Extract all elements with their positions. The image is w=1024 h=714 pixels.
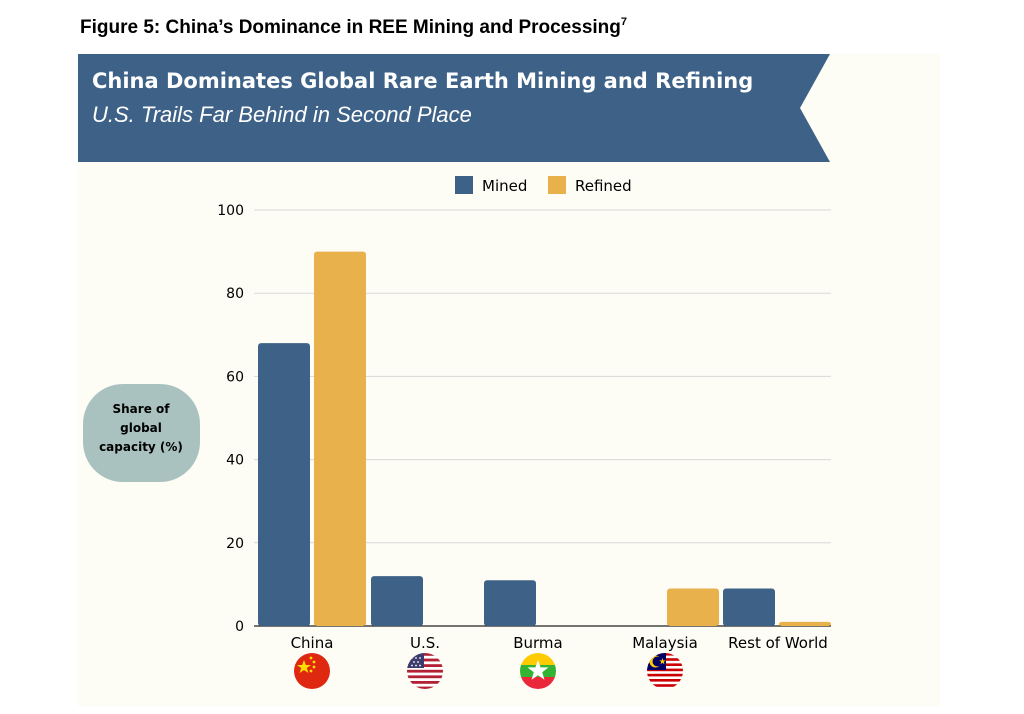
y-tick-label-60: 60	[226, 369, 244, 385]
banner-background	[78, 54, 830, 162]
figure-title-text: Figure 5: China’s Dominance in REE Minin…	[80, 17, 621, 38]
x-tick-label-malaysia: Malaysia	[632, 634, 698, 652]
bar-mined-rest-of-world	[723, 588, 775, 626]
legend-swatch-mined	[455, 176, 473, 194]
x-tick-label-u-s-: U.S.	[410, 634, 440, 652]
chart-svg: China Dominates Global Rare Earth Mining…	[78, 54, 831, 689]
y-tick-label-40: 40	[226, 453, 244, 469]
bar-refined-malaysia	[667, 588, 719, 626]
legend-label-mined: Mined	[482, 177, 527, 195]
banner-title: China Dominates Global Rare Earth Mining…	[92, 69, 753, 93]
x-tick-label-rest-of-world: Rest of World	[728, 634, 828, 652]
legend-swatch-refined	[548, 176, 566, 194]
bars	[258, 251, 831, 626]
us-flag-icon	[407, 653, 443, 689]
malaysia-flag-icon	[647, 653, 683, 689]
y-axis-label-pill	[83, 384, 200, 482]
x-tick-label-burma: Burma	[513, 634, 563, 652]
bar-mined-u-s-	[371, 576, 423, 626]
figure-title: Figure 5: China’s Dominance in REE Minin…	[80, 16, 627, 39]
y-tick-label-20: 20	[226, 536, 244, 552]
y-tick-label-100: 100	[217, 203, 244, 219]
bar-mined-china	[258, 343, 310, 626]
legend: Mined Refined	[455, 176, 632, 195]
burma-flag-icon	[520, 653, 556, 689]
bar-refined-rest-of-world	[779, 621, 831, 626]
bar-mined-burma	[484, 580, 536, 626]
banner-subtitle: U.S. Trails Far Behind in Second Place	[92, 102, 472, 127]
chart-panel: China Dominates Global Rare Earth Mining…	[78, 54, 940, 706]
legend-label-refined: Refined	[575, 177, 632, 195]
y-tick-label-0: 0	[235, 619, 244, 635]
y-axis-label-line-1: Share of	[113, 402, 171, 416]
axis-labels: 0 20 40 60 80 100 China U.S. Burma Malaysia Rest o…	[217, 203, 828, 652]
y-axis-label-line-2: global	[120, 421, 162, 435]
bar-refined-china	[314, 251, 366, 626]
y-axis-label: Share of global capacity (%)	[83, 384, 200, 482]
y-axis-label-line-3: capacity (%)	[99, 440, 183, 454]
figure-footnote: 7	[620, 16, 628, 28]
china-flag-icon	[294, 653, 330, 689]
y-tick-label-80: 80	[226, 286, 244, 302]
x-tick-label-china: China	[291, 634, 334, 652]
